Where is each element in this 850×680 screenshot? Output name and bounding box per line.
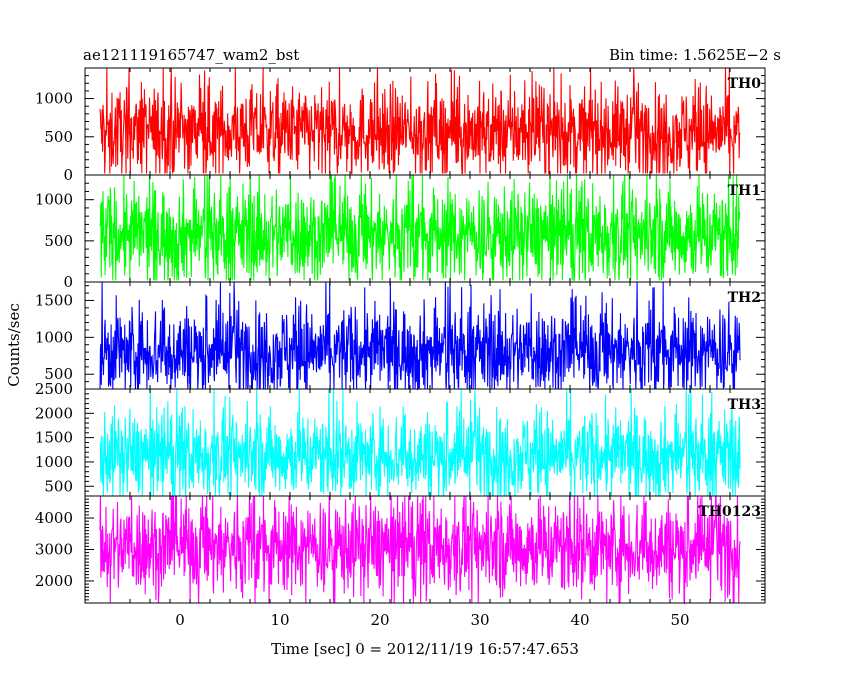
y-axis-label: Counts/sec — [5, 303, 23, 387]
bin-time-label: Bin time: 1.5625E−2 s — [609, 46, 781, 64]
panel-label-th3: TH3 — [728, 397, 761, 413]
y-tick-label: 0 — [63, 166, 73, 184]
panel-th1: 0 500 1000 TH1 — [35, 174, 766, 291]
y-tick-label: 2000 — [35, 572, 73, 590]
panel-th3: 500 1000 1500 2000 2500 TH3 — [35, 380, 766, 497]
series-line-th0123 — [99, 495, 741, 605]
y-tick-label: 1500 — [35, 429, 73, 447]
x-tick-label: 0 — [175, 611, 185, 629]
panel-label-th0123: TH0123 — [698, 504, 761, 520]
x-tick-label: 50 — [670, 611, 689, 629]
panel-th0123: 2000 3000 4000 TH0123 — [35, 495, 766, 605]
x-tick-label: 20 — [370, 611, 389, 629]
y-tick-label: 3000 — [35, 541, 73, 559]
series-line-th3 — [99, 388, 741, 497]
y-tick-label: 1000 — [35, 191, 73, 209]
y-tick-label: 4000 — [35, 509, 73, 527]
y-tick-label: 1500 — [35, 291, 73, 309]
panel-label-th0: TH0 — [728, 76, 762, 92]
panel-label-th1: TH1 — [728, 183, 761, 199]
y-tick-label: 500 — [44, 128, 73, 146]
y-tick-label: 2000 — [35, 404, 73, 422]
series-line-th1 — [99, 174, 741, 281]
y-tick-label: 500 — [44, 232, 73, 250]
y-tick-label: 1000 — [35, 90, 73, 108]
y-tick-label: 2500 — [35, 380, 73, 398]
y-tick-label: 500 — [44, 365, 73, 383]
chart-title: ae121119165747_wam2_bst — [83, 46, 299, 64]
x-tick-label: 40 — [570, 611, 589, 629]
panel-th0: 0 500 1000 TH0 — [35, 67, 766, 184]
y-tick-label: 500 — [44, 477, 73, 495]
x-tick-label: 30 — [470, 611, 489, 629]
x-axis-label: Time [sec] 0 = 2012/11/19 16:57:47.653 — [271, 640, 579, 658]
y-tick-label: 1000 — [35, 453, 73, 471]
series-line-th0 — [99, 67, 741, 175]
y-tick-label: 0 — [63, 273, 73, 291]
panel-label-th2: TH2 — [728, 290, 761, 306]
series-line-th2 — [99, 281, 741, 391]
panel-th2: 500 1000 1500 TH2 — [35, 281, 766, 391]
y-tick-label: 1000 — [35, 328, 73, 346]
x-tick-label: 10 — [270, 611, 289, 629]
